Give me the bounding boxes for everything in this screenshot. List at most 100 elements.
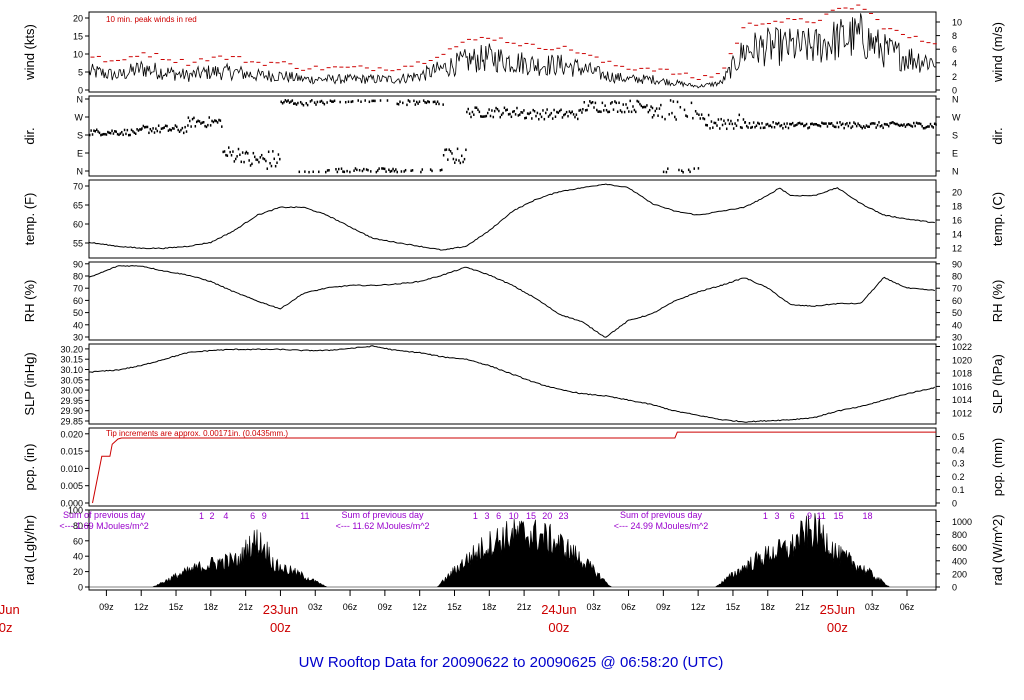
direction-dot [402,101,404,105]
direction-dot [731,122,734,126]
direction-dot [390,169,393,173]
y-axis-label: rad (Lgly/hr) [22,515,37,585]
direction-dot [690,101,693,105]
direction-dot [447,158,449,161]
direction-dot [451,152,453,155]
direction-dot [874,122,876,125]
direction-dot [184,125,186,129]
direction-dot [773,125,776,129]
direction-dot [347,100,350,103]
direction-dot [506,108,508,111]
x-tick-label: 03z [308,602,323,612]
wind-annotation: 10 min. peak winds in red [106,15,197,24]
direction-dot [654,109,657,113]
direction-dot [350,100,353,104]
direction-dot [267,150,270,154]
y-axis-label-right: wind (m/s) [990,22,1005,83]
direction-dot [583,101,586,104]
direction-dot [598,110,601,113]
direction-dot [396,170,398,174]
direction-dot [655,107,658,110]
direction-dot [771,125,773,129]
direction-dot [532,108,534,112]
y-tick-label: 0.015 [60,447,83,457]
panel-slp: 29.8529.9029.9530.0030.0530.1030.1530.20… [22,342,1005,427]
direction-dot [294,102,296,105]
direction-dot [721,123,724,127]
direction-dot [316,100,319,104]
direction-dot [295,103,298,106]
direction-dot [204,124,206,128]
direction-dot [535,114,537,118]
direction-dot [468,112,471,115]
y-tick-label-right: 1020 [952,355,972,365]
direction-dot [178,130,181,133]
direction-dot [265,159,267,163]
direction-dot [343,170,346,174]
direction-dot [680,169,683,172]
direction-dot [618,101,620,105]
direction-dot [139,128,141,131]
direction-dot [226,154,229,157]
direction-dot [471,110,474,114]
direction-dot [115,130,117,133]
y-tick-label: 20 [73,14,83,24]
direction-dot [410,169,412,173]
direction-dot [298,170,301,174]
wind-series [88,13,937,89]
direction-dot [589,100,591,103]
y-tick-label: E [77,149,83,159]
direction-dot [442,154,445,157]
direction-dot [420,170,422,174]
day-label-date: 25Jun [820,602,855,617]
day-label-time: 00z [827,620,848,635]
direction-dot [784,125,787,129]
direction-dot [709,127,711,130]
panel-frame [88,427,937,507]
direction-dot [422,99,425,102]
direction-dot [141,127,143,130]
direction-dot [543,117,546,121]
y-tick-label-right: 70 [952,284,962,294]
direction-dot [424,101,426,104]
y-axis-label-right: dir. [990,127,1005,144]
direction-dot [114,130,116,133]
direction-dot [899,124,901,128]
direction-dot [568,110,571,113]
direction-dot [830,122,833,125]
direction-dot [346,169,348,173]
direction-dot [556,110,558,114]
direction-dot [823,122,826,125]
direction-dot [662,170,665,174]
direction-dot [399,100,401,103]
direction-dot [901,124,904,127]
direction-dot [675,118,677,121]
direction-dot [550,111,553,115]
direction-dot [284,99,287,102]
y-tick-label: 0 [78,86,83,96]
direction-dot [525,116,527,120]
direction-dot [644,105,647,109]
direction-dot [281,102,284,105]
direction-dot [95,128,98,131]
direction-dot [152,127,154,130]
day-label-date: 22Jun [0,602,20,617]
direction-dot [329,99,332,103]
radiation-hour-mark: 6 [250,511,255,521]
x-tick-label: 15z [169,602,184,612]
direction-dot [228,146,230,149]
y-tick-label-right: 0 [952,583,957,593]
direction-dot [333,99,336,103]
direction-dot [454,161,456,164]
direction-dot [717,118,720,121]
panel-temp: 55 60 65 70 12 14 16 18 20 temp. (F) temp. (C) [22,179,1005,259]
direction-dot [794,124,797,127]
direction-dot [683,108,686,112]
direction-dot [500,113,503,117]
direction-dot [697,167,700,170]
y-tick-label: 30.05 [60,375,83,385]
direction-dot [136,128,138,131]
direction-dot [337,167,340,171]
direction-dot [914,124,916,128]
direction-dot [893,122,896,125]
